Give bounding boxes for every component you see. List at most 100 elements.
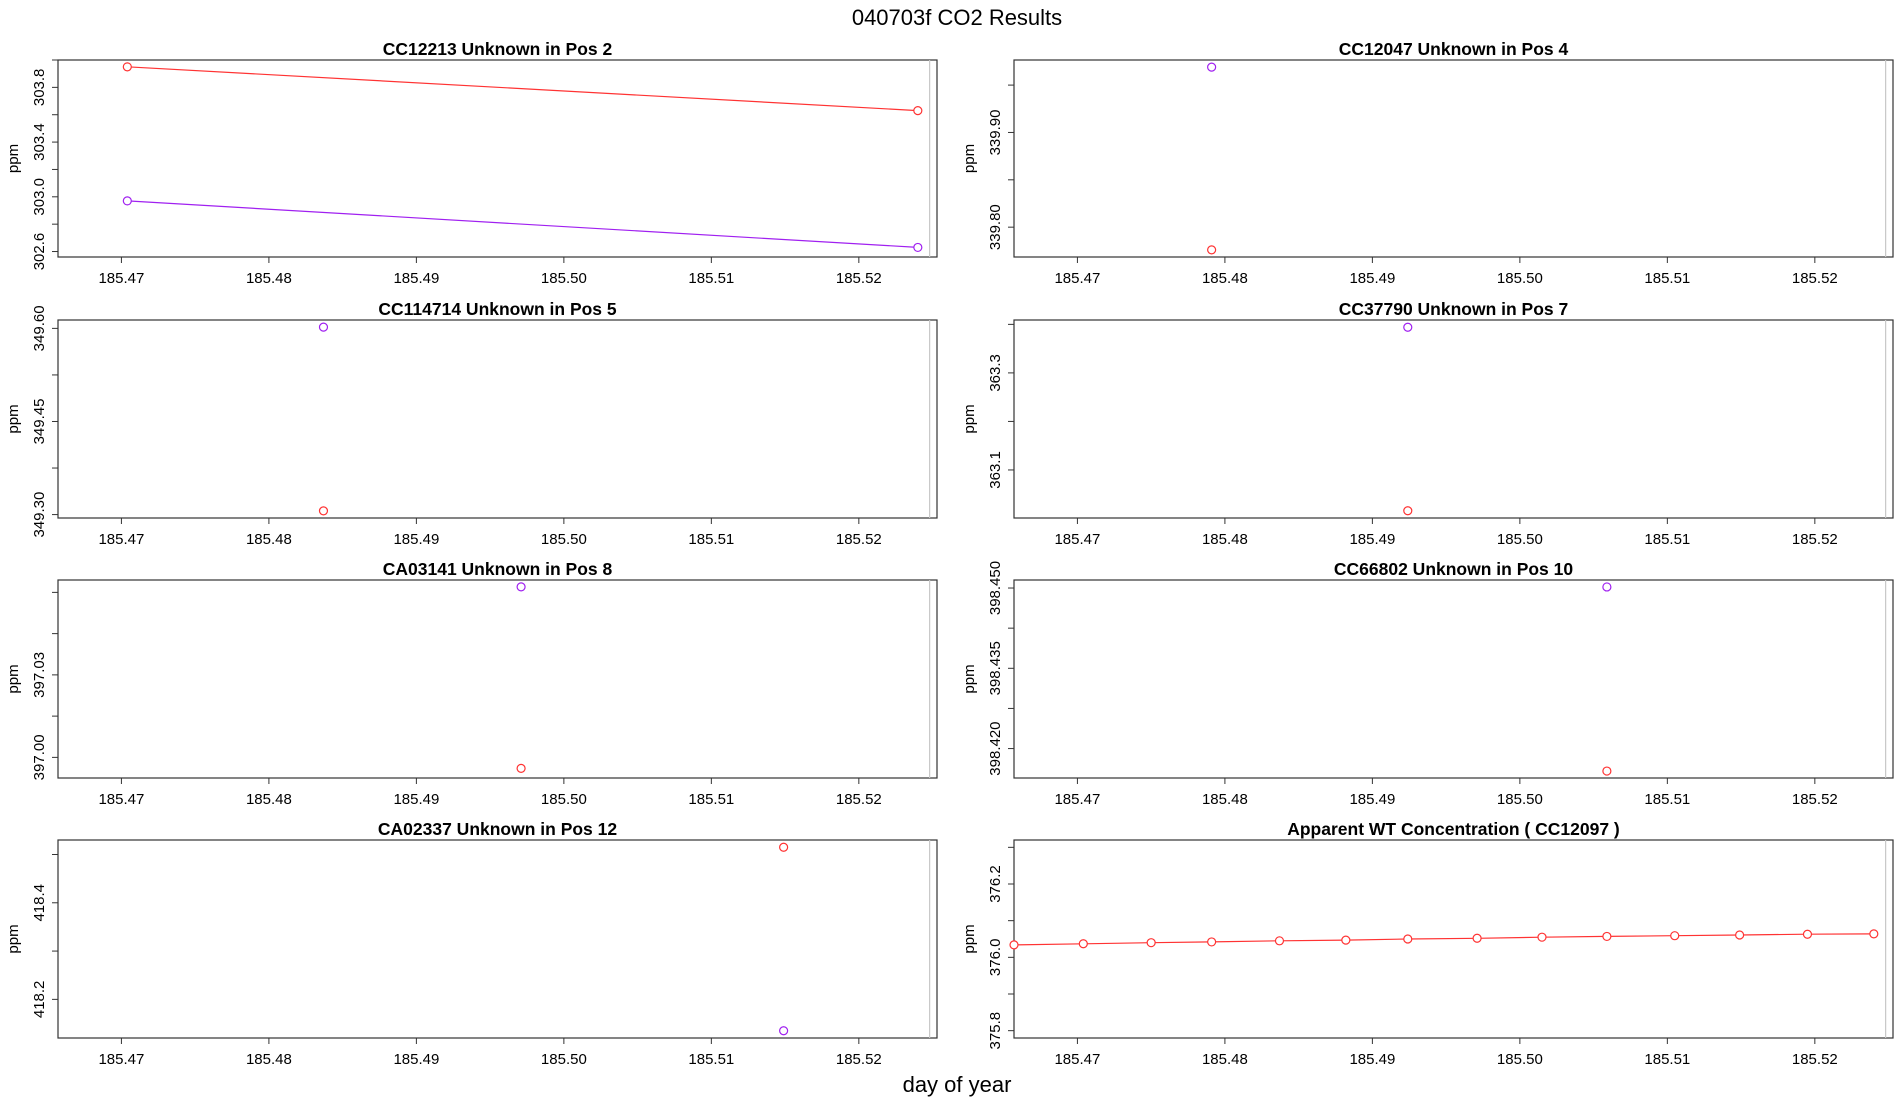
x-tick-label: 185.50	[1497, 270, 1543, 287]
chart-panel-7: CA02337 Unknown in Pos 12 185.47 185.48 185…	[5, 819, 938, 1068]
x-tick-label: 185.51	[688, 270, 734, 287]
y-tick-label: 418.4	[31, 884, 48, 922]
data-point	[516, 763, 526, 773]
x-tick-label: 185.50	[1497, 1051, 1543, 1068]
x-tick-label: 185.49	[1349, 1051, 1395, 1068]
data-point	[318, 506, 329, 516]
panels-group: CC12213 Unknown in Pos 2 185.47 185.48 185.…	[5, 39, 1894, 1068]
y-axis-label: ppm	[961, 144, 978, 173]
x-tick-label: 185.51	[688, 1051, 734, 1068]
y-tick-label: 349.60	[31, 305, 48, 351]
x-tick-label: 185.48	[246, 791, 292, 808]
x-tick-label: 185.52	[836, 270, 882, 287]
data-point	[1207, 937, 1217, 947]
x-tick-label: 185.51	[1644, 531, 1690, 548]
y-tick-label: 339.80	[987, 204, 1004, 250]
data-point	[1735, 930, 1745, 940]
panel-title: CC37790 Unknown in Pos 7	[1339, 299, 1569, 319]
data-point	[1472, 933, 1482, 943]
plot-frame	[57, 579, 938, 779]
x-tick-label: 185.48	[246, 270, 292, 287]
series-line	[127, 66, 918, 112]
series-line	[1013, 933, 1874, 946]
data-point	[1670, 931, 1680, 941]
y-tick-label: 349.45	[31, 399, 48, 445]
data-point	[1403, 322, 1413, 332]
series-line	[127, 200, 918, 248]
y-axis-label: ppm	[5, 924, 22, 953]
data-point	[1274, 936, 1285, 946]
page-title: 040703f CO2 Results	[852, 5, 1062, 30]
data-point	[516, 582, 526, 592]
x-tick-label: 185.50	[1497, 531, 1543, 548]
x-tick-label: 185.49	[393, 270, 439, 287]
y-axis-label: ppm	[961, 404, 978, 433]
y-tick-label: 375.8	[987, 1012, 1004, 1050]
data-point	[779, 1026, 789, 1036]
panel-title: CC114714 Unknown in Pos 5	[378, 299, 617, 319]
y-tick-label: 302.6	[31, 233, 48, 271]
data-point	[1078, 939, 1088, 949]
chart-panel-5: CA03141 Unknown in Pos 8 185.47 185.48 185.…	[5, 559, 938, 808]
x-tick-label: 185.49	[1349, 270, 1395, 287]
x-tick-label: 185.49	[1349, 791, 1395, 808]
y-tick-label: 339.90	[987, 110, 1004, 156]
y-tick-label: 349.30	[31, 492, 48, 538]
x-tick-label: 185.52	[836, 531, 882, 548]
x-tick-label: 185.52	[1792, 531, 1838, 548]
x-tick-label: 185.52	[1792, 270, 1838, 287]
x-tick-label: 185.50	[541, 1051, 587, 1068]
y-tick-label: 398.420	[987, 721, 1004, 775]
y-tick-label: 397.03	[31, 652, 48, 698]
panel-title: CC12047 Unknown in Pos 4	[1339, 39, 1569, 59]
data-point	[1869, 929, 1879, 939]
x-axis-label: day of year	[903, 1072, 1012, 1097]
panel-title: CC12213 Unknown in Pos 2	[383, 39, 613, 59]
panel-title: CA03141 Unknown in Pos 8	[383, 559, 613, 579]
y-tick-label: 376.2	[987, 865, 1004, 903]
plot-frame	[1013, 839, 1894, 1039]
y-tick-label: 363.1	[987, 451, 1004, 489]
x-tick-label: 185.50	[541, 531, 587, 548]
x-tick-label: 185.47	[98, 791, 144, 808]
x-tick-label: 185.49	[1349, 531, 1395, 548]
x-tick-label: 185.47	[98, 270, 144, 287]
y-axis-label: ppm	[5, 664, 22, 693]
x-tick-label: 185.48	[1202, 1051, 1248, 1068]
x-tick-label: 185.48	[1202, 531, 1248, 548]
plot-frame	[1013, 59, 1894, 258]
panel-title: CA02337 Unknown in Pos 12	[378, 819, 618, 839]
x-tick-label: 185.51	[1644, 270, 1690, 287]
data-point	[1207, 62, 1217, 72]
data-point	[1403, 934, 1413, 944]
x-tick-label: 185.51	[1644, 791, 1690, 808]
chart-panel-2: CC12047 Unknown in Pos 4 185.47 185.48 185.…	[961, 39, 1894, 287]
x-tick-label: 185.47	[1054, 531, 1100, 548]
x-tick-label: 185.51	[688, 531, 734, 548]
data-point	[122, 196, 132, 206]
x-tick-label: 185.49	[393, 531, 439, 548]
chart-panel-4: CC37790 Unknown in Pos 7 185.47 185.48 185.…	[961, 299, 1894, 548]
x-tick-label: 185.51	[688, 791, 734, 808]
y-tick-label: 398.435	[987, 641, 1004, 695]
data-point	[1802, 929, 1813, 939]
data-point	[779, 842, 789, 852]
x-tick-label: 185.52	[1792, 791, 1838, 808]
plot-frame	[57, 59, 938, 258]
x-tick-label: 185.48	[246, 1051, 292, 1068]
data-point	[1537, 932, 1547, 942]
data-point	[913, 106, 923, 116]
y-tick-label: 303.8	[31, 69, 48, 107]
x-tick-label: 185.49	[393, 1051, 439, 1068]
y-tick-label: 376.0	[987, 939, 1004, 977]
y-tick-label: 398.450	[987, 561, 1004, 615]
data-point	[1602, 766, 1612, 776]
data-point	[1602, 931, 1612, 942]
plot-frame	[1013, 579, 1894, 779]
x-tick-label: 185.50	[1497, 791, 1543, 808]
data-point	[1403, 506, 1413, 516]
chart-panel-6: CC66802 Unknown in Pos 10 185.47 185.48 185…	[961, 559, 1894, 808]
data-point	[318, 322, 329, 332]
